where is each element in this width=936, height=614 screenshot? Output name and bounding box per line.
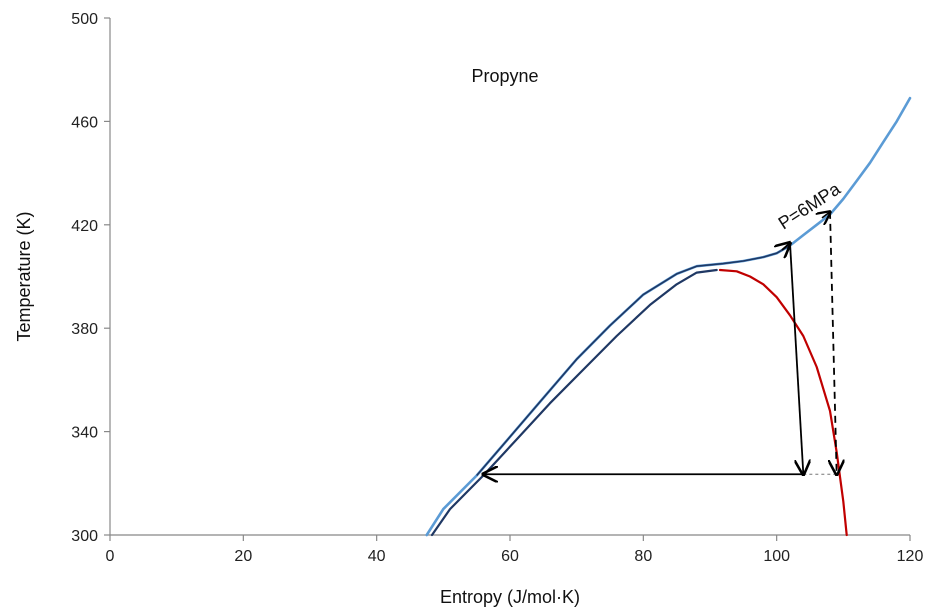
x-tick-label: 20: [234, 548, 252, 565]
x-axis-title: Entropy (J/mol·K): [440, 587, 580, 607]
y-tick-label: 460: [71, 114, 98, 131]
chart-title: Propyne: [471, 66, 538, 86]
arrowhead-dashed-top: [822, 212, 830, 218]
x-tick-label: 80: [634, 548, 652, 565]
x-tick-label: 0: [106, 548, 115, 565]
saturated-liquid-line: [430, 268, 718, 537]
x-tick-label: 100: [763, 548, 790, 565]
arrowhead-up-left: [782, 243, 790, 250]
dashed-process-arrow: [830, 211, 837, 474]
y-tick-label: 300: [71, 528, 98, 545]
y-axis-title: Temperature (K): [14, 211, 34, 341]
plot-area: [110, 18, 910, 535]
process-arrow-0: [789, 242, 803, 474]
isobar-dark-overlay: [476, 244, 791, 477]
y-tick-label: 380: [71, 321, 98, 338]
y-tick-label: 420: [71, 218, 98, 235]
x-tick-label: 120: [897, 548, 924, 565]
y-tick-label: 500: [71, 11, 98, 28]
x-tick-label: 60: [501, 548, 519, 565]
x-tick-label: 40: [368, 548, 386, 565]
y-tick-label: 340: [71, 425, 98, 442]
